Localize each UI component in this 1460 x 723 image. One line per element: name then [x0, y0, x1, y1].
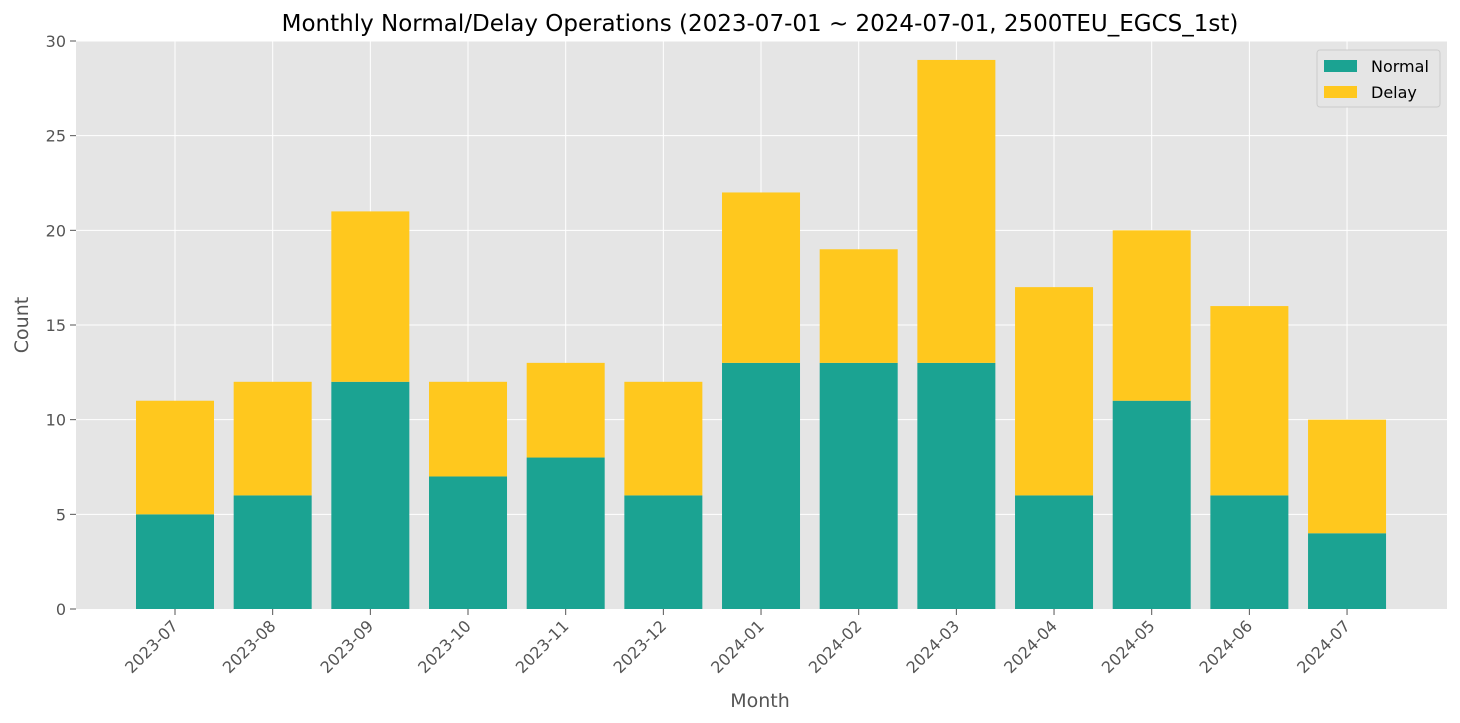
x-tick-label: 2024-04: [1000, 616, 1061, 677]
x-axis-label: Month: [730, 690, 790, 712]
bar-delay-2023-07: [136, 400, 214, 515]
bars: [136, 59, 1387, 609]
bar-delay-2024-04: [1015, 287, 1094, 496]
y-tick-label: 25: [46, 127, 66, 146]
bar-normal-2023-08: [233, 495, 312, 609]
bar-normal-2023-09: [331, 381, 410, 609]
chart-title: Monthly Normal/Delay Operations (2023-07…: [282, 11, 1239, 37]
y-tick-label: 15: [46, 316, 66, 335]
bar-normal-2023-10: [429, 476, 508, 609]
bar-normal-2024-06: [1210, 495, 1289, 609]
bar-normal-2023-12: [624, 495, 703, 609]
legend-swatch-normal: [1324, 60, 1357, 72]
legend-label-normal: Normal: [1371, 57, 1429, 76]
bar-normal-2024-07: [1308, 533, 1387, 609]
bar-normal-2024-05: [1112, 400, 1191, 609]
bar-delay-2023-08: [233, 381, 312, 496]
bar-delay-2024-06: [1210, 306, 1289, 496]
x-tick-label: 2024-06: [1195, 616, 1256, 677]
legend: Normal Delay: [1316, 49, 1441, 108]
y-tick-label: 0: [56, 600, 66, 619]
bar-delay-2023-10: [429, 381, 508, 477]
y-tick-label: 5: [56, 505, 66, 524]
y-axis-ticks: 0 5 10 15 20 25 30: [46, 32, 76, 619]
x-tick-label: 2023-07: [121, 616, 182, 677]
bar-delay-2024-03: [917, 59, 996, 363]
bar-normal-2023-07: [136, 514, 214, 609]
bar-delay-2023-09: [331, 211, 410, 382]
bar-normal-2024-04: [1015, 495, 1094, 609]
bar-delay-2024-02: [819, 249, 898, 363]
bar-normal-2024-01: [722, 362, 801, 609]
x-tick-label: 2024-02: [805, 616, 866, 677]
x-axis-ticks: 2023-07 2023-08 2023-09 2023-10 2023-11 2023-…: [121, 609, 1354, 677]
bar-delay-2024-01: [722, 192, 801, 363]
legend-swatch-delay: [1324, 86, 1357, 98]
x-tick-label: 2023-08: [219, 616, 280, 677]
y-tick-label: 30: [46, 32, 66, 51]
x-tick-label: 2023-09: [316, 616, 377, 677]
x-tick-label: 2023-12: [609, 616, 670, 677]
x-tick-label: 2024-05: [1098, 616, 1159, 677]
x-tick-label: 2024-03: [902, 616, 963, 677]
x-tick-label: 2024-07: [1293, 616, 1354, 677]
bar-normal-2023-11: [526, 457, 605, 609]
x-tick-label: 2024-01: [707, 616, 768, 677]
bar-delay-2023-12: [624, 381, 703, 496]
bar-delay-2024-07: [1308, 419, 1387, 534]
y-tick-label: 10: [46, 411, 66, 430]
bar-normal-2024-02: [819, 362, 898, 609]
y-tick-label: 20: [46, 221, 66, 240]
legend-label-delay: Delay: [1371, 83, 1417, 102]
bar-delay-2024-05: [1112, 230, 1191, 401]
x-tick-label: 2023-10: [414, 616, 475, 677]
bar-normal-2024-03: [917, 362, 996, 609]
y-axis-label: Count: [11, 297, 33, 353]
bar-delay-2023-11: [526, 362, 605, 458]
x-tick-label: 2023-11: [512, 616, 573, 677]
